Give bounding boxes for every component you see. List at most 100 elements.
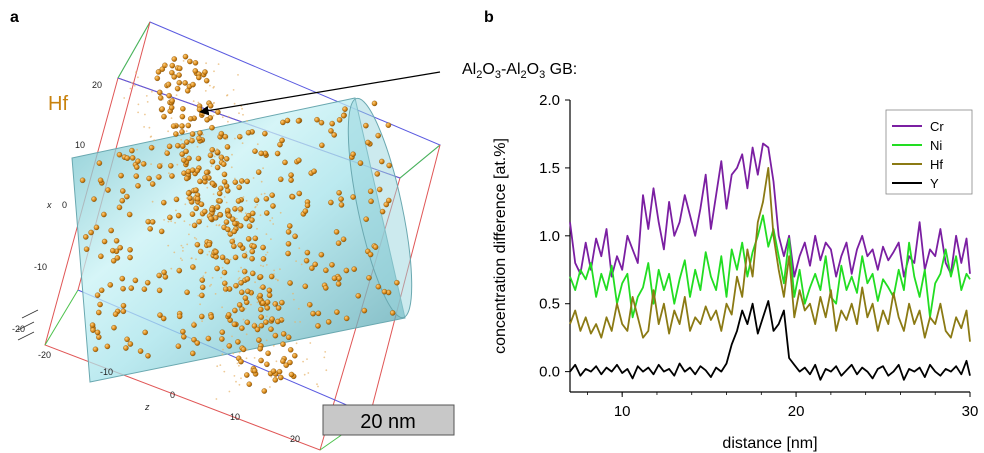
hf-atom — [173, 196, 180, 203]
hf-atom — [231, 321, 238, 328]
hf-atom — [225, 226, 231, 233]
hf-atom — [227, 231, 234, 237]
hf-atom-faint — [180, 138, 183, 141]
hf-atom — [90, 327, 96, 333]
apt-z-tick: 20 — [290, 434, 300, 444]
hf-atom — [196, 218, 202, 225]
hf-atom — [197, 248, 204, 255]
hf-atom — [185, 190, 192, 196]
hf-atom-faint — [235, 206, 238, 209]
legend-box — [885, 109, 973, 195]
hf-atom-faint — [155, 175, 158, 178]
hf-atom — [105, 187, 111, 193]
hf-atom — [386, 197, 392, 204]
hf-atom — [232, 179, 239, 185]
hf-atom — [88, 229, 94, 236]
hf-atom — [260, 284, 266, 290]
hf-atom-faint — [167, 86, 170, 89]
apt-x-axis: 20 10 0 -10 -20 x — [12, 80, 102, 341]
hf-atom — [250, 270, 256, 277]
hf-atom — [245, 236, 252, 242]
hf-atom — [189, 131, 196, 137]
hf-atom — [166, 92, 172, 99]
hf-atom — [175, 343, 182, 349]
hf-atom — [263, 196, 270, 202]
hf-atom — [311, 168, 317, 175]
hf-atom — [110, 258, 117, 264]
panel-a-label: a — [10, 9, 19, 26]
hf-atom — [110, 247, 116, 254]
hf-atom — [176, 313, 183, 320]
hf-atom — [226, 312, 232, 318]
hf-atom — [127, 254, 133, 261]
hf-atom — [343, 315, 350, 322]
hf-atom — [263, 319, 269, 325]
hf-atom — [127, 247, 133, 253]
hf-atom — [190, 264, 196, 270]
hf-atom — [214, 204, 221, 210]
hf-atom-faint — [201, 320, 204, 323]
hf-atom-faint — [277, 279, 279, 282]
hf-atom-faint — [214, 293, 217, 295]
hf-atom — [268, 326, 274, 332]
hf-atom — [245, 129, 252, 136]
hf-atom — [239, 289, 245, 296]
hf-atom — [169, 173, 175, 179]
hf-atom — [202, 175, 208, 181]
hf-atom-faint — [230, 166, 233, 169]
hf-atom-faint — [256, 143, 259, 146]
hf-atom — [260, 256, 267, 262]
hf-atom — [287, 347, 294, 353]
hf-atom-faint — [282, 318, 285, 321]
hf-atom — [184, 289, 190, 296]
hf-atom-faint — [162, 98, 164, 101]
hf-atom-faint — [309, 342, 312, 344]
hf-atom-faint — [279, 268, 281, 271]
hf-atom — [318, 119, 325, 126]
hf-atom-faint — [218, 224, 220, 227]
hf-atom — [123, 345, 129, 351]
hf-atom-faint — [214, 250, 217, 253]
hf-atom-faint — [266, 315, 268, 318]
hf-atom-faint — [175, 209, 177, 212]
hf-atom-faint — [170, 220, 173, 223]
hf-atom — [209, 147, 216, 153]
hf-atom — [161, 113, 167, 120]
hf-atom-faint — [269, 219, 272, 222]
hf-atom — [279, 137, 285, 144]
hf-atom — [302, 283, 309, 290]
hf-atom — [287, 280, 293, 286]
hf-atom — [257, 346, 263, 352]
hf-atom — [270, 203, 276, 209]
hf-atom — [278, 374, 284, 381]
hf-atom — [264, 305, 271, 311]
hf-atom — [214, 265, 220, 272]
hf-atom-faint — [143, 126, 146, 128]
hf-atom-faint — [176, 163, 179, 166]
hf-atom — [333, 229, 340, 235]
hf-atom-faint — [153, 146, 156, 149]
hf-atom — [94, 292, 101, 298]
hf-atom — [113, 238, 120, 244]
hf-atom-faint — [294, 321, 296, 323]
hf-atom-faint — [204, 271, 207, 274]
hf-atom — [249, 255, 255, 262]
hf-atom — [274, 150, 281, 157]
hf-atom — [257, 274, 264, 280]
hf-atom — [193, 205, 199, 212]
hf-atom — [117, 244, 123, 251]
hf-atom — [335, 281, 342, 287]
hf-atom-faint — [188, 233, 190, 236]
apt-z-axis-label: z — [144, 402, 150, 412]
hf-atom-faint — [197, 101, 200, 104]
hf-atom-faint — [297, 307, 300, 310]
hf-atom — [231, 243, 237, 250]
hf-atom — [252, 148, 258, 154]
hf-atom — [236, 302, 243, 308]
hf-atom — [93, 224, 100, 231]
hf-atom-faint — [222, 272, 225, 275]
hf-atom-faint — [151, 200, 154, 203]
hf-atom-faint — [204, 90, 207, 92]
hf-atom-faint — [245, 333, 248, 336]
hf-atom-faint — [228, 390, 231, 393]
